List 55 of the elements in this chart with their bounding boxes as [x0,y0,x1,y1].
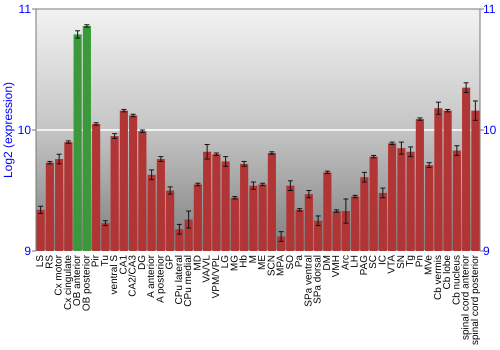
x-tick-label: DG [136,254,148,270]
x-tick-label: OB anterior [72,254,84,306]
x-tick-label: spinal cord posterior [470,254,481,346]
y2-tick-label: 9 [483,244,490,258]
x-tick-label: M [248,255,259,264]
x-tick-label: VPM/VPL [210,254,222,298]
x-tick-label: Hb [238,254,250,268]
x-tick-label: Cx cingulate [62,254,74,310]
y2-tick-label: 10 [483,123,497,137]
x-tick-label: A posterior [155,254,166,303]
x-tick-label: SC [368,255,380,269]
x-tick-label: SCN [266,255,278,276]
x-tick-label: LH [350,255,361,268]
x-tick-label: MVe [424,254,435,276]
x-tick-label: Cb vermis [432,255,444,300]
x-tick-label: Cb lobe [442,254,454,290]
x-tick-label: RS [44,254,56,269]
x-tick-label: PAG [358,254,370,276]
x-tick-label: ventral S [109,254,120,294]
x-tick-label: A anterior [146,254,158,298]
x-tick-label: Pir [90,254,102,268]
x-tick-label: IC [377,255,388,265]
x-tick-label: Cx motor [54,254,65,296]
x-tick-label: DM [322,255,333,271]
x-tick-label: SN [396,255,407,269]
x-tick-label: Cb nucleus [451,255,462,306]
x-tick-label: SO [284,254,296,270]
x-tick-label: Arc [340,255,352,270]
x-tick-label: GP [164,254,176,270]
x-tick-label: VA/VL [202,254,213,283]
y-tick-label: 9 [24,244,32,258]
x-tick-label: LS [35,254,46,268]
x-tick-label: VTA [386,254,398,274]
x-tick-label: spinal cord anterior [460,254,472,340]
x-tick-label: MPA [276,254,287,276]
x-tick-label: VMH [331,255,342,278]
x-tick-label: CPu lateral [174,255,185,304]
x-tick-label: Pn [414,255,426,268]
x-tick-label: Pa [294,254,306,268]
x-tick-label: CA1 [118,254,130,274]
x-tick-label: MG [229,254,240,272]
y-tick-label: 11 [18,2,32,16]
x-tick-label: SPa ventral [303,255,314,307]
x-tick-label: Tu [100,255,111,266]
x-tick-label: MD [192,255,204,271]
x-tick-label: CA2/CA3 [128,254,139,297]
y-axis-title: Log2 (expression) [1,82,15,178]
x-tick-label: OB posterior [81,254,92,312]
x-tick-label: Tg [405,255,416,267]
x-tick-label: CPu medial [183,255,194,307]
x-tick-label: LG [220,254,232,268]
x-tick-label: ME [257,254,268,270]
y2-tick-label: 11 [483,2,496,16]
x-tick-label: SPa dorsal [312,255,324,304]
y-tick-label: 10 [18,123,32,137]
